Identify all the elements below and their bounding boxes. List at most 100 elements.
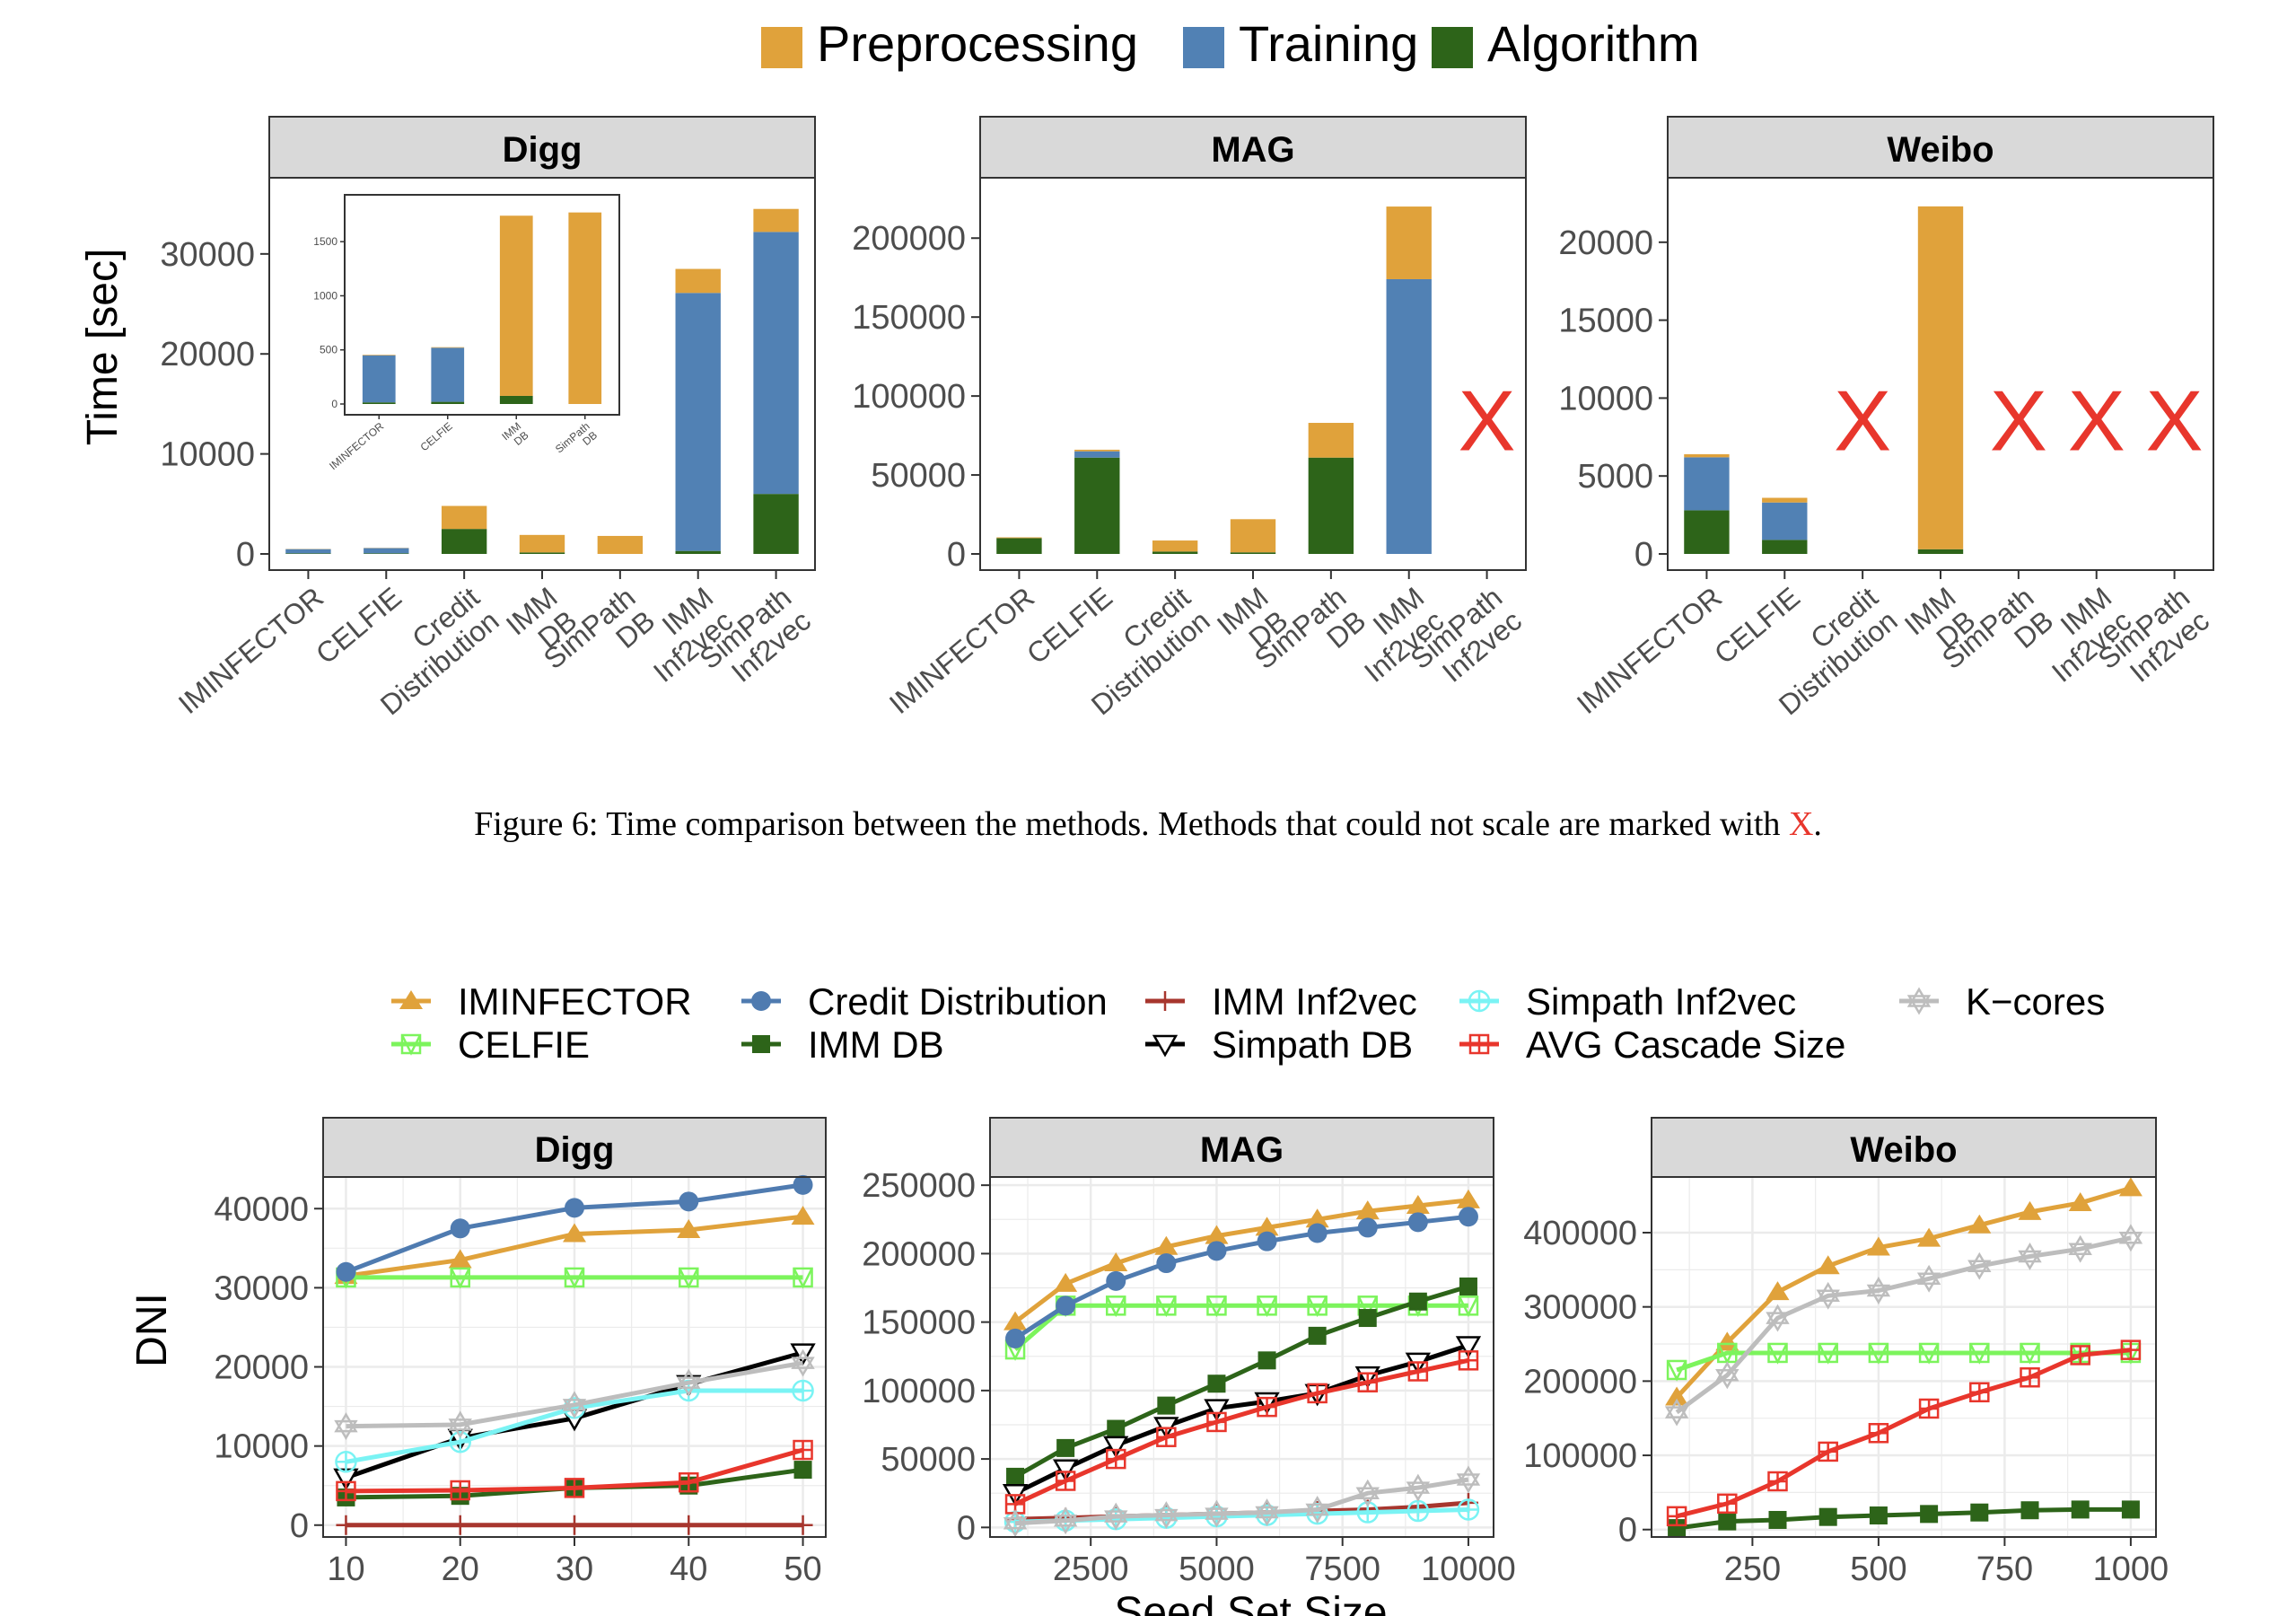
svg-text:CELFIE: CELFIE: [1021, 581, 1118, 671]
data-point: [791, 1206, 815, 1225]
legend-label: IMINFECTOR: [458, 980, 692, 1023]
data-point: [1055, 1471, 1076, 1491]
data-point: [565, 1198, 584, 1218]
panel-frame: [322, 1176, 827, 1538]
data-point: [1818, 1441, 1838, 1462]
data-point: [679, 1471, 699, 1493]
legend-item-imm-db: IMM DB: [741, 1023, 944, 1066]
bar-preprocessing-celfie: [1762, 497, 1808, 503]
series-line: [1676, 1348, 2132, 1519]
data-point: [450, 1480, 470, 1501]
data-point: [563, 1223, 586, 1243]
data-point: [1665, 1386, 1689, 1406]
data-point: [1257, 1231, 1277, 1252]
data-point: [793, 1267, 813, 1289]
not-scaled-mark: X: [1459, 373, 1516, 470]
data-point: [1969, 1342, 1990, 1365]
x-tick-label: 10000: [1421, 1550, 1516, 1588]
bar-preprocessing-simpath-inf2vec: [753, 208, 799, 233]
not-scaled-mark: X: [2146, 373, 2204, 470]
x-tick-label: 40: [670, 1550, 707, 1588]
legend-label: Credit Distribution: [808, 980, 1108, 1023]
legend-item-simpath-inf2vec: Simpath Inf2vec: [1459, 980, 1796, 1023]
data-point: [2121, 1500, 2140, 1519]
y-tick-label: 200000: [862, 1235, 976, 1273]
panel-strip: [268, 116, 816, 179]
data-point: [1357, 1372, 1378, 1392]
data-point: [677, 1219, 701, 1239]
data-point: [450, 1515, 470, 1535]
series-imm-db: [1668, 1500, 2140, 1538]
data-point: [1355, 1479, 1380, 1507]
x-tick-label: 500: [1850, 1550, 1906, 1588]
y-tick-label: 10000: [160, 436, 255, 474]
series-imm-inf2vec: [336, 1515, 813, 1535]
y-tick-label: 300000: [1523, 1289, 1637, 1327]
data-point: [1053, 1506, 1078, 1535]
data-point: [2018, 1200, 2042, 1220]
line-panel-weibo: Weibo 0 100000 200000 300000 400000 250 500 750 1…: [1523, 1117, 2169, 1588]
legend-marker: [1152, 1034, 1179, 1058]
data-point: [1258, 1351, 1276, 1370]
data-point: [1355, 1200, 1380, 1220]
data-point: [1816, 1281, 1840, 1310]
data-point: [2020, 1501, 2039, 1520]
y-tick-label: 100000: [862, 1373, 976, 1410]
data-point: [1920, 1505, 1939, 1524]
panel-strip: [989, 1117, 1494, 1178]
data-point: [1916, 1264, 1941, 1293]
y-tick-label: 20000: [160, 336, 255, 373]
not-scaled-mark: X: [1834, 373, 1891, 470]
panel-title: Weibo: [1850, 1130, 1957, 1170]
data-point: [1668, 1519, 1687, 1538]
data-point: [1257, 1295, 1277, 1318]
svg-text:CELFIE: CELFIE: [1708, 581, 1806, 671]
series-celfie: [336, 1267, 813, 1289]
bar-preprocessing-imm-inf2vec: [1386, 206, 1432, 279]
series-line: [1676, 1350, 2131, 1373]
data-point: [1456, 1465, 1481, 1494]
bar-training-iminfector: [285, 549, 331, 554]
line-panel-digg: Digg 0 10000 20000 30000 40000 10 20 30 40 50 DNI: [128, 1117, 827, 1588]
series-k-cores: [1003, 1465, 1481, 1538]
bar-preprocessing-imm-db: [1230, 519, 1276, 553]
bar-preprocessing-iminfector: [996, 537, 1042, 539]
data-point: [679, 1267, 699, 1289]
inset-y-tick-label: 500: [320, 344, 337, 356]
data-point: [793, 1461, 812, 1480]
legend-marker: [751, 991, 771, 1011]
data-point: [564, 1478, 585, 1498]
data-point: [2020, 1342, 2040, 1365]
data-point: [1006, 1467, 1025, 1486]
data-point: [1456, 1189, 1480, 1208]
data-point: [793, 1515, 813, 1535]
inset-bar-training-iminfector: [362, 355, 396, 403]
bar-training-celfie: [1074, 451, 1120, 458]
bar-algorithm-imm-db: [1917, 549, 1964, 554]
data-point: [2071, 1500, 2090, 1519]
data-point: [1767, 1342, 1788, 1365]
legend-label-algorithm: Algorithm: [1487, 15, 1700, 72]
inset-bar-preprocessing-iminfector: [362, 355, 396, 356]
data-point: [562, 1391, 587, 1419]
data-point: [448, 1410, 472, 1439]
data-point: [1358, 1309, 1377, 1328]
inset-bar-algorithm-iminfector: [362, 402, 396, 404]
legend-marker: [1906, 987, 1932, 1015]
bar-algorithm-celfie: [1762, 540, 1808, 554]
legend-item-imm-inf2vec: IMM Inf2vec: [1145, 980, 1417, 1023]
data-point: [336, 1261, 356, 1282]
data-point: [679, 1515, 699, 1535]
data-point: [1818, 1507, 1837, 1526]
data-point: [450, 1267, 470, 1289]
data-point: [1156, 1253, 1177, 1274]
data-point: [1052, 1459, 1079, 1482]
data-point: [1157, 1396, 1176, 1415]
series-credit-distribution: [336, 1174, 813, 1282]
legend-swatch-training: [1183, 27, 1224, 68]
x-tick-label: 20: [442, 1550, 479, 1588]
panel-title: Weibo: [1887, 130, 1994, 170]
data-point: [449, 1430, 471, 1454]
